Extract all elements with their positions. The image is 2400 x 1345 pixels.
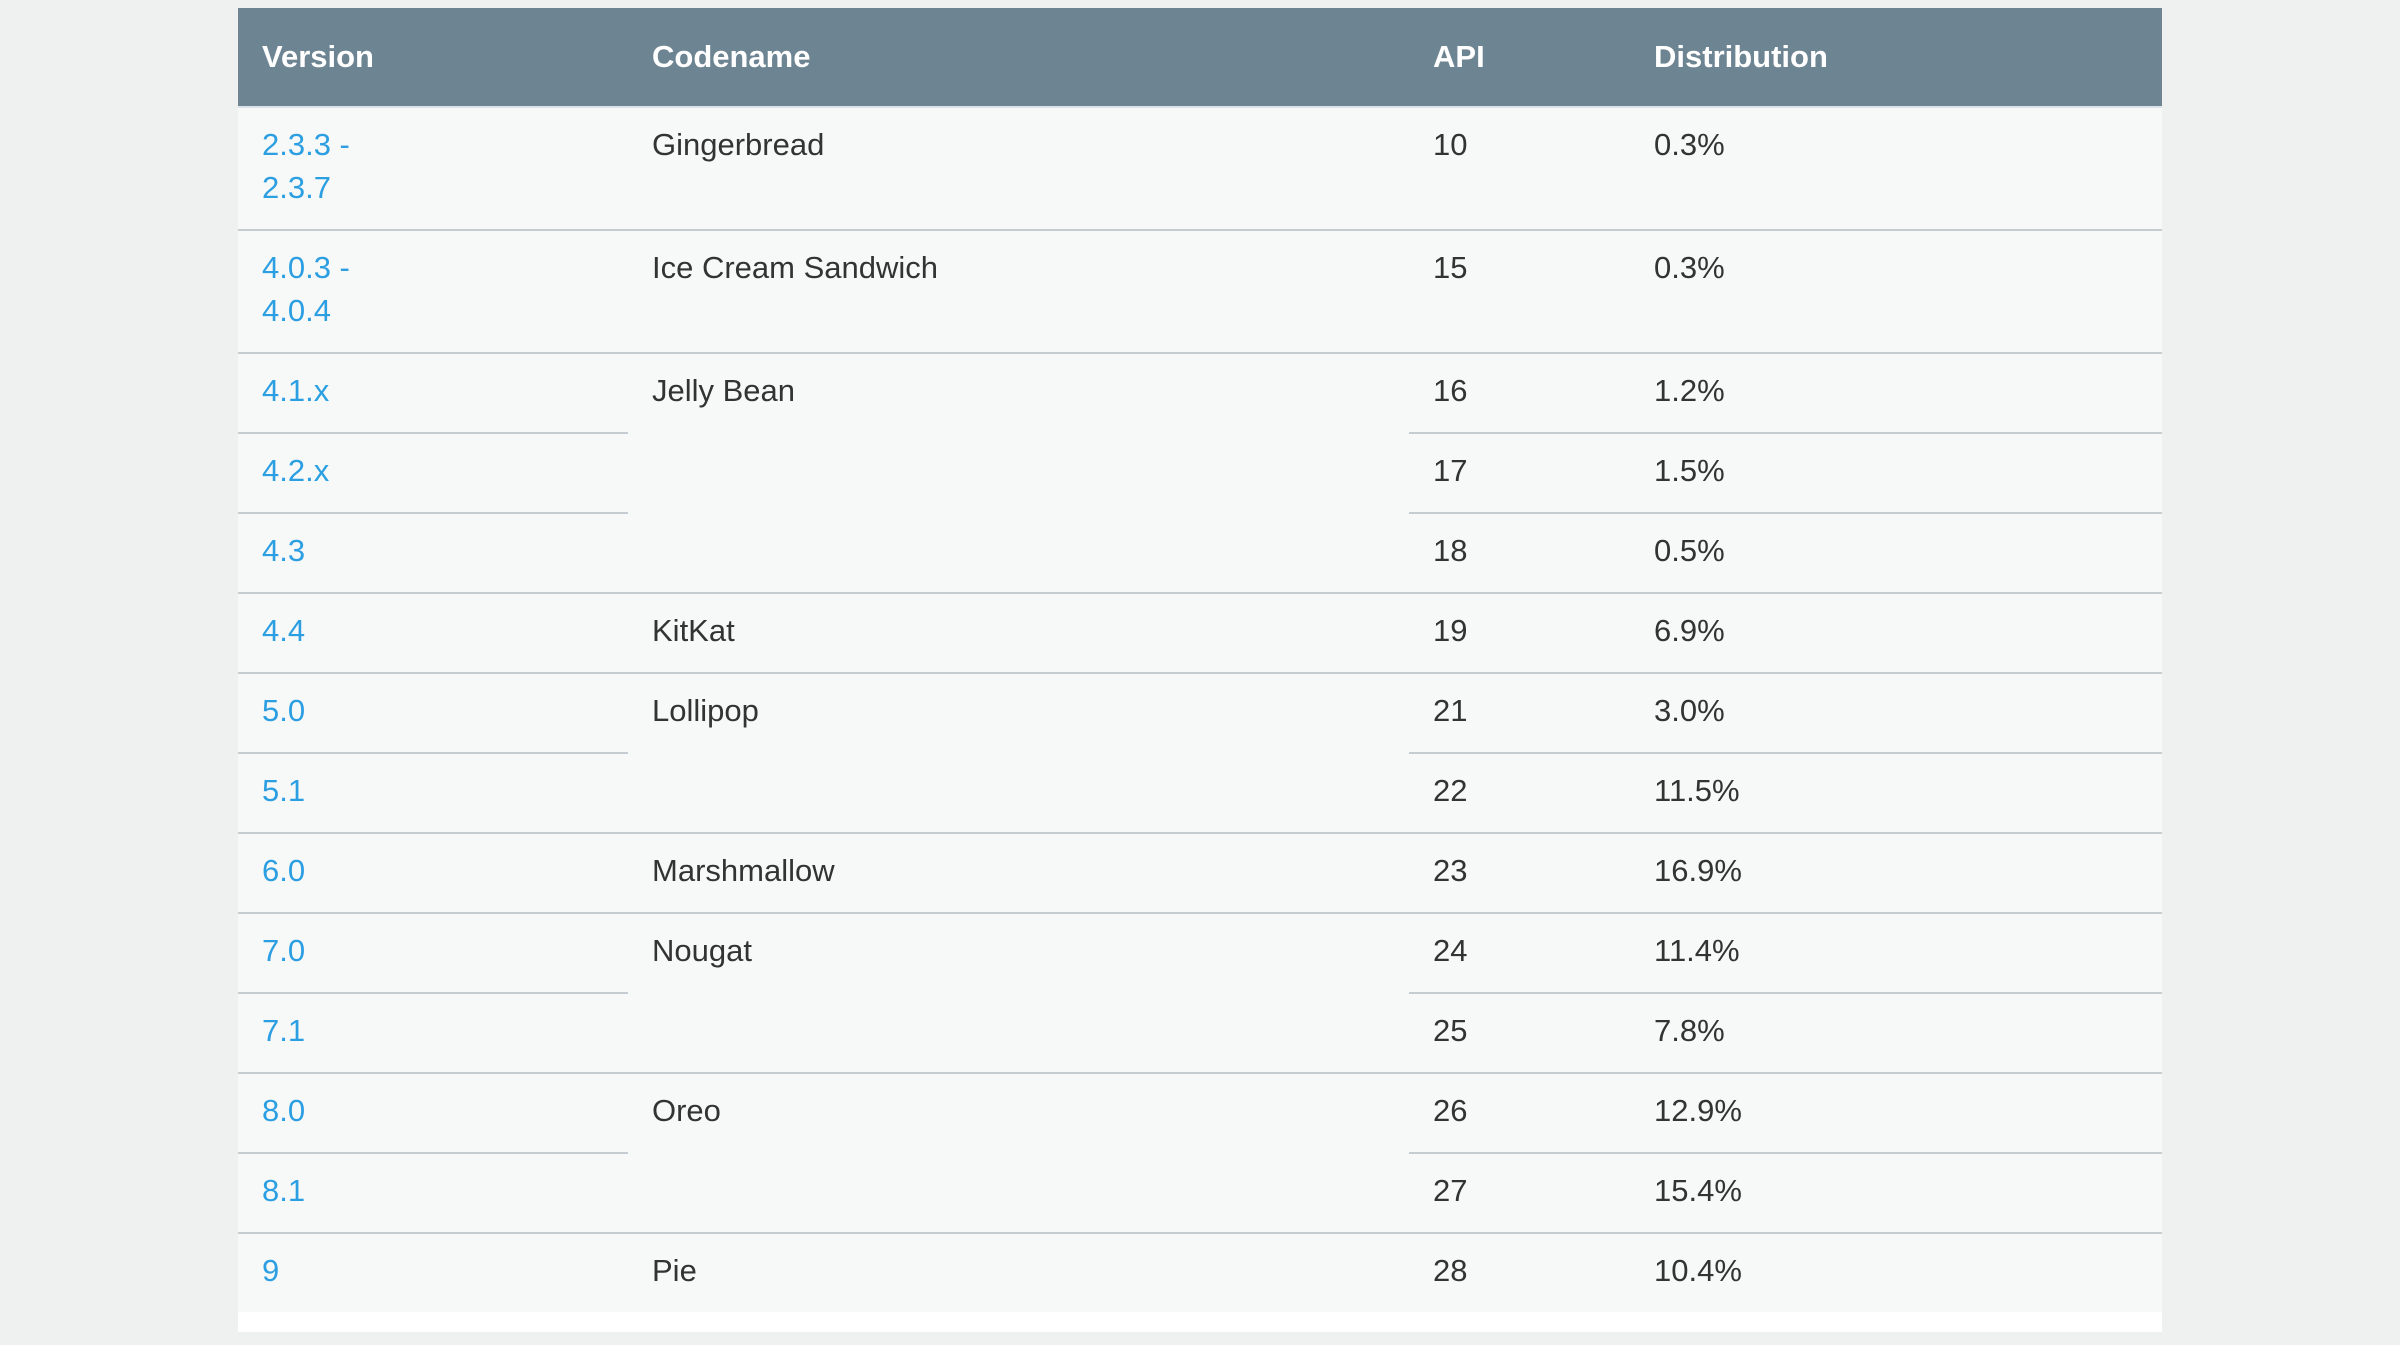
distribution-cell: 3.0%: [1630, 673, 2162, 754]
table-row: 4.4 KitKat 19 6.9%: [238, 593, 2162, 674]
version-link[interactable]: 4.2.x: [262, 453, 330, 488]
distribution-cell: 0.3%: [1630, 230, 2162, 354]
api-cell: 21: [1409, 673, 1630, 754]
version-link[interactable]: 8.0: [262, 1093, 306, 1128]
version-link[interactable]: 6.0: [262, 853, 306, 888]
api-cell: 19: [1409, 593, 1630, 674]
distribution-cell: 6.9%: [1630, 593, 2162, 674]
codename-cell: Lollipop: [628, 673, 1409, 834]
api-cell: 26: [1409, 1073, 1630, 1154]
version-cell: 7.0: [238, 913, 628, 994]
table-row: 6.0 Marshmallow 23 16.9%: [238, 833, 2162, 914]
column-header-version: Version: [238, 8, 628, 108]
version-cell: 4.1.x: [238, 353, 628, 434]
version-link[interactable]: 4.3: [262, 533, 306, 568]
table-row: 4.2.x 17 1.5%: [238, 433, 2162, 514]
table-body: 2.3.3 - 2.3.7 Gingerbread 10 0.3% 4.0.3 …: [238, 107, 2162, 1312]
api-cell: 24: [1409, 913, 1630, 994]
api-cell: 17: [1409, 433, 1630, 514]
codename-cell: KitKat: [628, 593, 1409, 674]
table-row: 5.0 Lollipop 21 3.0%: [238, 673, 2162, 834]
version-cell: 9: [238, 1233, 628, 1312]
distribution-cell: 12.9%: [1630, 1073, 2162, 1154]
table-row: 4.3 18 0.5%: [238, 513, 2162, 594]
api-cell: 23: [1409, 833, 1630, 914]
version-link[interactable]: 7.0: [262, 933, 306, 968]
api-cell: 16: [1409, 353, 1630, 434]
version-link[interactable]: 4.4: [262, 613, 306, 648]
codename-cell: Jelly Bean: [628, 353, 1409, 594]
distribution-cell: 1.2%: [1630, 353, 2162, 434]
version-link[interactable]: 8.1: [262, 1173, 306, 1208]
distribution-cell: 11.5%: [1630, 753, 2162, 834]
version-cell: 2.3.3 - 2.3.7: [238, 107, 628, 231]
distribution-table: Version Codename API Distribution 2.3.3 …: [238, 8, 2162, 1312]
version-cell: 7.1: [238, 993, 628, 1074]
table-row: 8.0 Oreo 26 12.9%: [238, 1073, 2162, 1234]
version-cell: 6.0: [238, 833, 628, 914]
distribution-cell: 1.5%: [1630, 433, 2162, 514]
version-link[interactable]: 4.0.3 - 4.0.4: [262, 250, 350, 328]
version-cell: 5.1: [238, 753, 628, 834]
version-link[interactable]: 9: [262, 1253, 280, 1288]
table-row: 4.1.x Jelly Bean 16 1.2%: [238, 353, 2162, 594]
table-row: 4.0.3 - 4.0.4 Ice Cream Sandwich 15 0.3%: [238, 230, 2162, 354]
version-link[interactable]: 2.3.3 - 2.3.7: [262, 127, 350, 205]
column-header-distribution: Distribution: [1630, 8, 2162, 108]
version-cell: 4.2.x: [238, 433, 628, 514]
table-row: 9 Pie 28 10.4%: [238, 1233, 2162, 1312]
codename-cell: Gingerbread: [628, 107, 1409, 231]
distribution-cell: 15.4%: [1630, 1153, 2162, 1234]
distribution-cell: 7.8%: [1630, 993, 2162, 1074]
version-link[interactable]: 7.1: [262, 1013, 306, 1048]
table-row: 7.0 Nougat 24 11.4%: [238, 913, 2162, 1074]
table-bottom-strip: [238, 1312, 2162, 1332]
table-row: 8.1 27 15.4%: [238, 1153, 2162, 1234]
api-cell: 22: [1409, 753, 1630, 834]
version-link[interactable]: 5.1: [262, 773, 306, 808]
api-cell: 10: [1409, 107, 1630, 231]
distribution-cell: 16.9%: [1630, 833, 2162, 914]
api-cell: 18: [1409, 513, 1630, 594]
api-cell: 25: [1409, 993, 1630, 1074]
version-cell: 5.0: [238, 673, 628, 754]
column-header-api: API: [1409, 8, 1630, 108]
version-link[interactable]: 4.1.x: [262, 373, 330, 408]
table-row: 2.3.3 - 2.3.7 Gingerbread 10 0.3%: [238, 107, 2162, 231]
table-header: Version Codename API Distribution: [238, 8, 2162, 108]
version-cell: 4.0.3 - 4.0.4: [238, 230, 628, 354]
header-row: Version Codename API Distribution: [238, 8, 2162, 108]
table-row: 7.1 25 7.8%: [238, 993, 2162, 1074]
codename-cell: Oreo: [628, 1073, 1409, 1234]
distribution-cell: 10.4%: [1654, 1253, 1742, 1288]
codename-cell: Pie: [652, 1253, 697, 1288]
distribution-cell: 11.4%: [1630, 913, 2162, 994]
version-cell: 4.4: [238, 593, 628, 674]
table-row: 5.1 22 11.5%: [238, 753, 2162, 834]
version-cell: 8.1: [238, 1153, 628, 1234]
distribution-cell: 0.5%: [1630, 513, 2162, 594]
version-cell: 8.0: [238, 1073, 628, 1154]
android-version-distribution-table: Version Codename API Distribution 2.3.3 …: [238, 8, 2162, 1332]
codename-cell: Nougat: [628, 913, 1409, 1074]
api-cell: 27: [1409, 1153, 1630, 1234]
api-cell: 15: [1409, 230, 1630, 354]
api-cell: 28: [1433, 1253, 1468, 1288]
version-link[interactable]: 5.0: [262, 693, 306, 728]
column-header-codename: Codename: [628, 8, 1409, 108]
distribution-cell: 0.3%: [1630, 107, 2162, 231]
codename-cell: Marshmallow: [628, 833, 1409, 914]
version-cell: 4.3: [238, 513, 628, 594]
codename-cell: Ice Cream Sandwich: [628, 230, 1409, 354]
